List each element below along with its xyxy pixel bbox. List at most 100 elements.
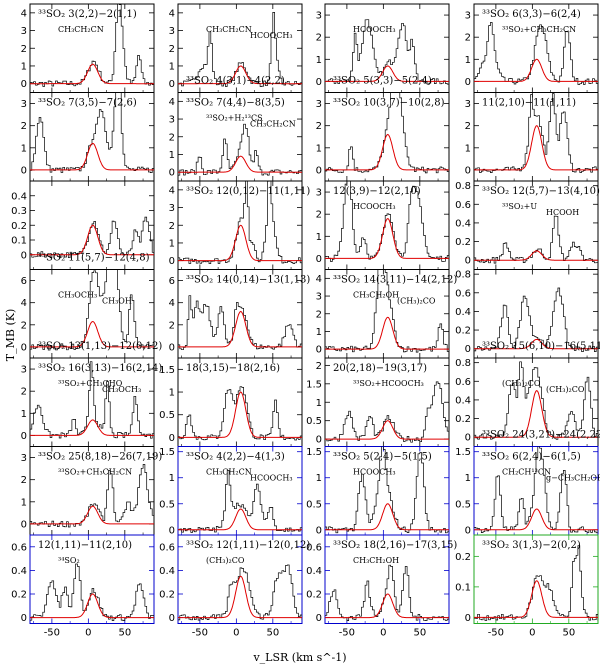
transition-label: ³³SO₂ 10(3,7)−10(2,8) <box>333 98 445 109</box>
y-tick-label: 0.6 <box>306 542 322 553</box>
x-tick-label: 0 <box>233 628 239 639</box>
y-tick-label: 0 <box>21 165 27 176</box>
y-tick-label: 1.5 <box>306 379 322 390</box>
y-tick-label: 0 <box>316 525 322 536</box>
panel-frame <box>177 534 303 624</box>
y-tick-label: 0 <box>316 254 322 265</box>
y-tick-label: 3 <box>316 188 322 199</box>
transition-label: ³³SO₂ 4(2,2)−4(1,3) <box>186 452 285 463</box>
spectrum-panel: 0 2 4 6 ³³SO₂ 14(0,14)−13(1,13) <box>169 269 310 359</box>
line-annotation: CH₃OCH₃ <box>102 385 141 394</box>
x-tick-label: 50 <box>562 628 575 639</box>
transition-label: ³³SO₂ 3(2,2)−2(1,1) <box>38 9 137 20</box>
y-tick-label: 0 <box>316 345 322 356</box>
y-tick-label: 0 <box>169 613 175 624</box>
y-tick-label: 2 <box>465 121 471 132</box>
line-annotation: ³³SO₂+U <box>502 202 537 211</box>
observed-spectrum <box>474 545 598 621</box>
y-tick-label: 0.2 <box>455 552 471 563</box>
spectrum-panel: 0 0.2 0.4 0.6 -50 0 50 12(1,11)−11(2,10) ³⁴SO₂ <box>11 534 155 639</box>
spectrum-panel: 0 0.5 1 1.5 18(3,15)−18(2,16) <box>159 357 303 447</box>
y-tick-label: 1.5 <box>455 447 471 458</box>
model-spectrum <box>30 224 154 256</box>
y-tick-label: 0.8 <box>455 181 471 192</box>
line-annotation: CH₃CH₂CN <box>58 25 104 34</box>
observed-spectrum <box>30 269 154 351</box>
spectrum-panel: 0 0.2 0.4 0.6 -50 0 50 ³³SO₂ 18(2,16)−17(3,15) C… <box>306 534 457 639</box>
spectrum-panel: 0 1 2 3 ³³SO₂ 25(8,18)−26(7,19) ³³SO₂+CH₃CH₂C… <box>21 446 162 536</box>
y-tick-label: 0 <box>21 431 27 442</box>
transition-label: ³³SO₂ 6(3,3)−6(2,4) <box>482 9 581 20</box>
line-annotation: ³³SO₂+HCOOCH₃ <box>353 379 424 388</box>
y-tick-label: 0 <box>169 525 175 536</box>
y-tick-label: 1.5 <box>306 447 322 458</box>
transition-label: 20(2,18)−19(3,17) <box>333 363 427 374</box>
y-tick-label: 4 <box>169 8 175 19</box>
model-spectrum <box>178 155 302 173</box>
model-spectrum <box>178 224 302 262</box>
y-tick-label: 3 <box>169 26 175 37</box>
line-annotation: CH₃OCH₃ <box>58 291 97 300</box>
line-annotation: HCOOH <box>546 208 579 217</box>
y-tick-label: 1 <box>465 473 471 484</box>
observed-spectrum <box>30 361 154 439</box>
spectrum-panel: 0 1 2 3 ³³SO₂ 6(3,3)−6(2,4) ³³SO₂+CH₃CH₂CN <box>465 3 599 93</box>
x-tick-label: 50 <box>118 628 131 639</box>
model-spectrum <box>178 310 302 348</box>
y-tick-label: 4 <box>316 274 322 285</box>
y-tick-label: 0.5 <box>159 410 175 421</box>
y-tick-label: 4 <box>21 8 27 19</box>
y-tick-label: 0.2 <box>159 590 175 601</box>
observed-spectrum <box>474 215 598 264</box>
spectrum-panel: 0 1 2 3 11(2,10)−11(1,11) <box>465 92 599 182</box>
y-tick-label: 0 <box>316 165 322 176</box>
y-tick-label: 2 <box>21 320 27 331</box>
y-tick-label: 0.4 <box>306 566 322 577</box>
transition-label: ³³SO₂ 7(3,5)−7(2,6) <box>38 98 137 109</box>
line-annotation: CH₃CH₂OH <box>353 291 399 300</box>
line-annotation: (CH₃)₂CO <box>206 556 245 565</box>
spectrum-panel: 0 2 4 6 ³³SO₂ 13(1,13)−12(0,12) CH₃OCH₃ CH₃OH <box>21 269 162 359</box>
y-tick-label: 0.6 <box>455 377 471 388</box>
x-tick-label: -50 <box>44 628 60 639</box>
panel-frame <box>473 534 599 624</box>
spectrum-panel: 0 0.2 0.4 0.6 -50 0 50 ³³SO₂ 12(1,11)−12(0,12) (… <box>159 534 310 639</box>
x-tick-label: 0 <box>85 628 91 639</box>
y-tick-label: 3 <box>169 203 175 214</box>
x-tick-label: -50 <box>488 628 504 639</box>
spectrum-panel: 0 0.1 0.2 -50 0 50 ³³SO₂ 3(1,3)−2(0,2) <box>455 534 599 639</box>
y-tick-label: 1 <box>169 61 175 72</box>
y-tick-label: 1 <box>316 473 322 484</box>
observed-spectrum <box>178 123 302 176</box>
y-tick-label: 2 <box>169 44 175 55</box>
y-tick-label: 4 <box>169 97 175 108</box>
transition-label: ³³SO₂ 11(5,7)−12(4,8) <box>38 253 150 264</box>
y-tick-label: 0 <box>169 256 175 267</box>
spectrum-panel: 0 1 2 3 ³³SO₂ 16(3,13)−16(2,14) ³³SO₂+CH₃CHOC… <box>21 357 162 447</box>
y-tick-label: 0.1 <box>11 236 27 247</box>
y-tick-label: 6 <box>21 276 27 287</box>
spectrum-panel: 0 0.5 1 1.5 ³³SO₂ 6(2,4)−6(1,5) CH₂CH¹³CNg−CH… <box>455 446 600 536</box>
y-tick-label: 4 <box>169 298 175 309</box>
y-tick-label: 0.8 <box>455 270 471 281</box>
model-spectrum <box>474 125 598 171</box>
transition-label: 11(2,10)−11(1,11) <box>482 98 576 109</box>
y-tick-label: 0.4 <box>455 218 471 229</box>
observed-spectrum <box>474 22 598 85</box>
y-tick-label: 0 <box>465 433 471 444</box>
y-tick-label: 3 <box>21 99 27 110</box>
transition-label: ³³SO₂ 12(5,7)−13(4,10) <box>482 186 600 197</box>
y-tick-label: 1 <box>316 398 322 409</box>
y-tick-label: 0.2 <box>306 590 322 601</box>
y-tick-label: 2 <box>316 33 322 44</box>
y-tick-label: 1 <box>21 61 27 72</box>
model-spectrum <box>30 63 154 85</box>
y-tick-label: 0 <box>465 165 471 176</box>
observed-spectrum <box>325 92 449 174</box>
spectrum-panel: 0 0.5 1 1.5 ³³SO₂ 4(2,2)−4(1,3) CH₃CH₂CNHCOOC… <box>159 446 303 536</box>
spectrum-panel: 0 1 2 3 ³³SO₂ 7(3,5)−7(2,6) <box>21 92 155 182</box>
model-spectrum <box>325 65 449 82</box>
y-tick-label: 3 <box>21 26 27 37</box>
